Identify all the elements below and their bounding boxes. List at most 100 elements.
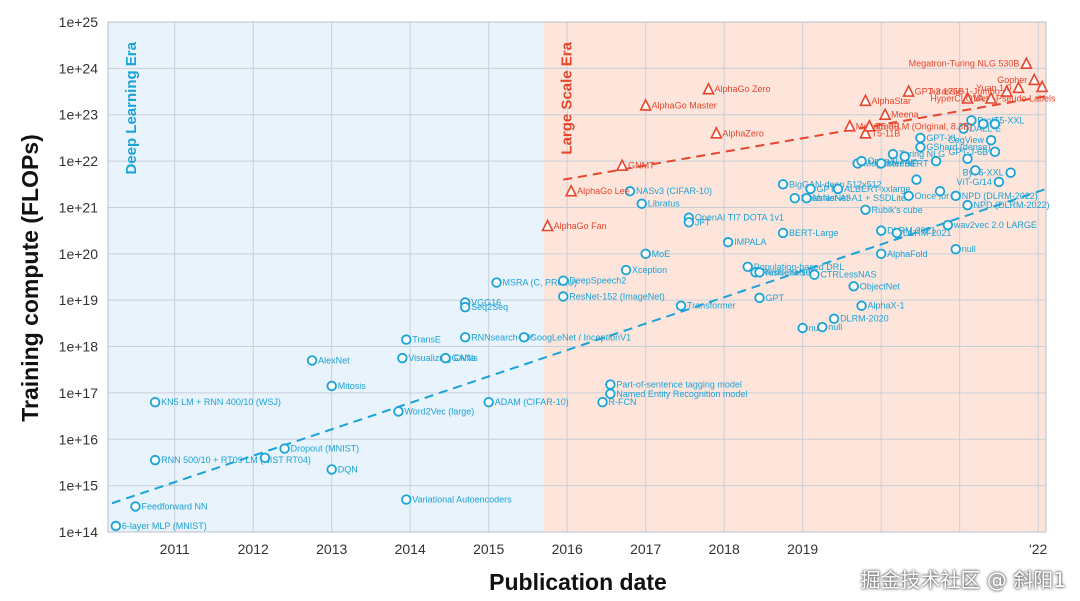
data-point-circle <box>809 269 820 280</box>
data-point-circle <box>259 452 271 464</box>
data-point-label: Jurassic-1-Jumbo <box>929 87 1000 97</box>
data-point-circle <box>459 332 471 343</box>
data-point-label: DQN <box>338 464 358 474</box>
data-point-triangle <box>961 91 974 104</box>
data-point-label: Meta Pseudo Labels <box>974 94 1057 104</box>
data-point-label: IMPALA <box>734 237 766 247</box>
data-point-label: Part-of-sentence tagging model <box>616 380 742 390</box>
data-points: 6-layer MLP (MNIST) Feedforward NN RNN 500… <box>110 56 1057 532</box>
data-point-triangle <box>1000 84 1014 97</box>
data-point-triangle <box>863 119 876 132</box>
data-point-circle <box>848 281 859 292</box>
y-tick-label: 1e+16 <box>59 431 99 447</box>
data-point-label: Libratus <box>648 199 681 209</box>
data-point-circle <box>950 190 961 202</box>
data-point-label: ByT5-XXL <box>963 168 1004 178</box>
data-point-label: Gopher <box>997 75 1027 85</box>
data-point-circle <box>110 520 122 532</box>
data-point-label: AlphaStar <box>871 96 911 106</box>
data-point-label: TransE <box>412 335 441 345</box>
data-point-label: OpenAI Five <box>868 156 918 166</box>
data-point-circle <box>891 227 903 239</box>
data-point-label: Megatron-BERT <box>864 158 929 168</box>
data-point-circle <box>966 115 977 126</box>
data-point-label: 6-layer MLP (MNIST) <box>122 521 207 531</box>
data-point-label: ViT-G/14 <box>957 177 992 187</box>
data-point-label: Word2Vec (large) <box>404 406 474 416</box>
data-point-label: ObjectNet <box>860 281 901 291</box>
data-point-label: AlphaGo Lee <box>577 186 630 196</box>
data-point-circle <box>491 277 502 288</box>
x-axis-title: Publication date <box>489 569 667 595</box>
data-point-triangle <box>639 98 652 111</box>
data-point-label: AlphaGo Fan <box>554 221 607 231</box>
data-point-circle <box>832 183 844 195</box>
data-point-label: AlphaX-1 <box>868 301 905 311</box>
data-point-circle <box>483 396 494 408</box>
data-point-label: null <box>828 322 842 332</box>
y-tick-label: 1e+18 <box>59 339 99 355</box>
data-point-circle <box>675 300 687 311</box>
data-point-circle <box>962 199 973 211</box>
data-point-circle <box>149 454 161 466</box>
x-axis-ticks: 2011 2012 2013 2014 2015 2016 2017 2018 2019 '22 <box>160 541 1048 557</box>
data-point-label: GPT-XL <box>926 133 958 143</box>
data-point-circle <box>620 264 632 276</box>
data-point-label: Meena <box>887 158 915 168</box>
data-point-circle <box>950 243 961 255</box>
data-point-circle <box>899 151 910 162</box>
data-point-label: CTRLessNAS <box>820 270 876 280</box>
data-point-label: RNNsearch-50* <box>471 332 535 342</box>
data-point-circle <box>903 190 914 202</box>
data-point-label: Xception <box>632 265 667 275</box>
x-tick-label: 2015 <box>473 541 504 557</box>
data-point-label: MSRA (C, PReLU) <box>503 278 578 288</box>
y-axis-title: Training compute (FLOPs) <box>17 134 43 422</box>
era-label: Large Scale Era <box>559 41 576 154</box>
data-point-circle <box>742 261 753 273</box>
data-point-label: VGG16 <box>471 298 501 308</box>
data-point-label: Seq2Seq <box>471 302 508 312</box>
data-point-circle <box>306 355 318 366</box>
data-point-label: Meena <box>891 110 919 120</box>
data-point-label: RNN 500/10 + RT09 LM (NIST RT04) <box>161 455 311 465</box>
data-point-circle <box>754 292 765 304</box>
data-point-label: AlphaGo Master <box>652 100 717 110</box>
data-point-label: MnasNet-A3 <box>801 193 851 203</box>
data-point-circle <box>875 225 887 236</box>
data-point-label: NASv3 (CIFAR-10) <box>636 186 712 196</box>
data-point-circle <box>1005 167 1016 178</box>
data-point-triangle <box>615 158 629 172</box>
data-point-label: AlphaGo Zero <box>714 84 770 94</box>
data-point-circle <box>978 118 989 130</box>
data-point-circle <box>989 118 1001 130</box>
data-point-triangle <box>1027 72 1041 86</box>
plot-frame <box>107 21 1047 533</box>
data-point-circle <box>558 291 569 302</box>
x-tick-label: 2016 <box>552 541 583 557</box>
data-point-label: AlexNet <box>318 355 350 365</box>
x-tick-label: 2014 <box>395 541 426 557</box>
data-point-label: OpenAI TI7 DOTA 1v1 <box>695 213 784 223</box>
data-point-circle <box>828 313 840 324</box>
x-tick-label: 2019 <box>787 541 818 557</box>
x-tick-label: 2017 <box>630 541 661 557</box>
data-point-label: GANs <box>452 353 477 363</box>
data-point-label: Turing NLG <box>899 149 945 159</box>
data-point-label: AlphaFold <box>887 249 928 259</box>
data-point-label: ResNeXt-101 <box>762 267 816 277</box>
data-point-triangle <box>859 125 872 139</box>
data-point-triangle <box>878 107 892 121</box>
data-point-triangle <box>564 183 578 197</box>
era-labels: Deep Learning Era Large Scale Era <box>123 41 576 174</box>
data-point-label: Megatron-LM (Original, 8.3B) <box>856 121 973 131</box>
data-point-label: HyperCLOVA <box>930 94 984 104</box>
data-point-triangle <box>710 125 723 139</box>
data-point-label: GPT-J-6B <box>948 147 988 157</box>
data-point-label: Variational Autoencoders <box>412 495 512 505</box>
data-point-circle <box>856 155 867 167</box>
data-point-label: Mitosis <box>338 381 367 391</box>
y-tick-label: 1e+22 <box>59 153 99 169</box>
data-point-circle <box>636 198 647 209</box>
data-point-label: DeepSpeech2 <box>569 276 626 286</box>
